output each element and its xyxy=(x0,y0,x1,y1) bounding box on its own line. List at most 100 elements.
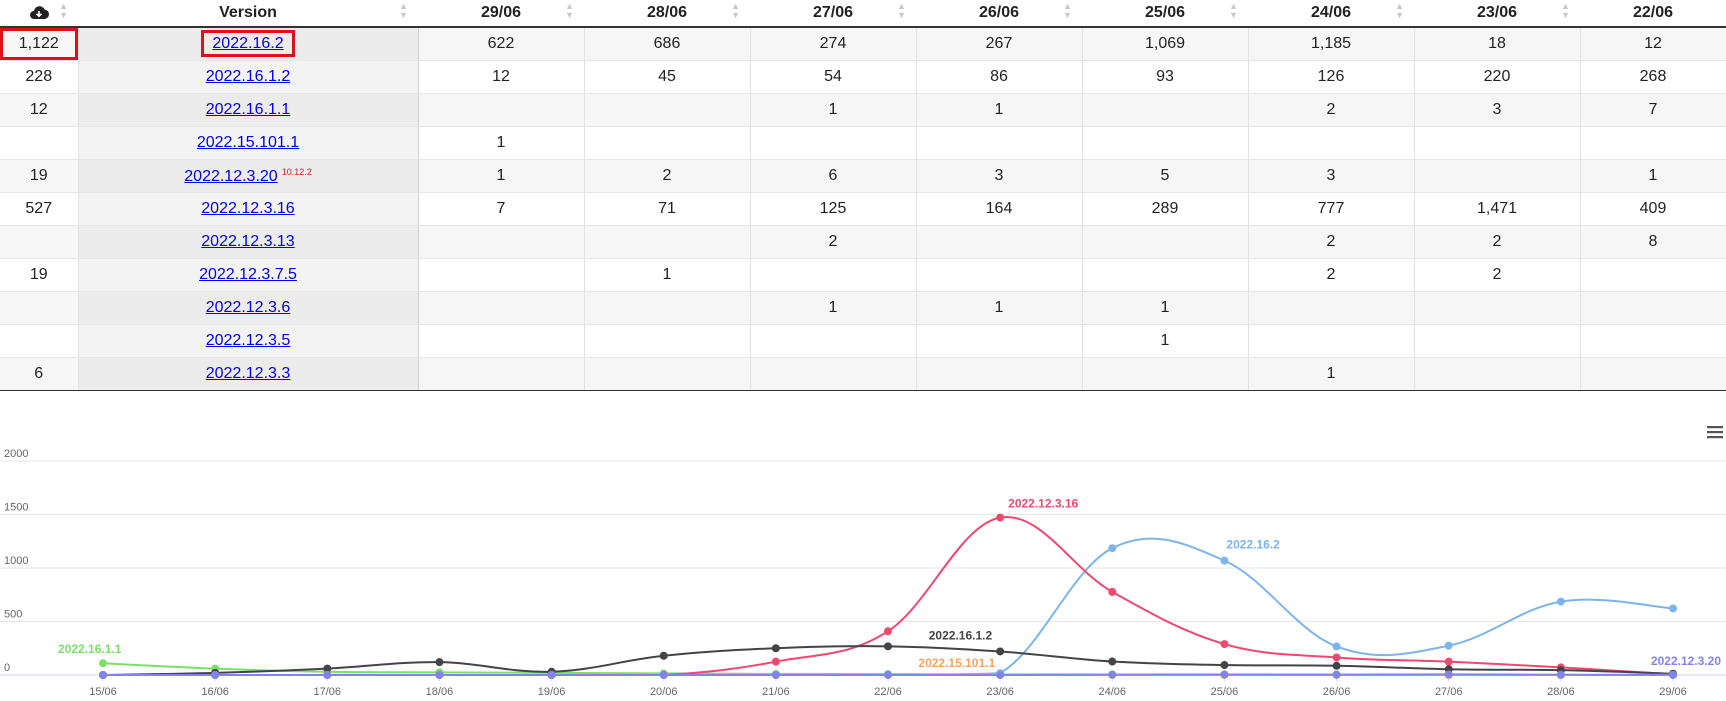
data-point xyxy=(1108,657,1117,666)
version-cell: 2022.15.101.1 xyxy=(78,126,419,160)
date-header-label: 25/06 xyxy=(1144,4,1186,21)
daily-downloads-cell xyxy=(916,324,1083,358)
data-point xyxy=(1220,661,1229,670)
daily-downloads-cell xyxy=(418,258,585,292)
date-column-header[interactable]: 23/06 ▲ ▼ xyxy=(1414,0,1580,28)
version-link[interactable]: 2022.12.3.3 xyxy=(205,365,291,382)
sort-arrows-icon[interactable]: ▲ ▼ xyxy=(897,1,906,20)
sort-arrows-icon[interactable]: ▲ ▼ xyxy=(59,1,68,20)
data-point xyxy=(1669,604,1677,613)
daily-downloads-cell xyxy=(584,324,751,358)
series-data-label: 2022.16.2 xyxy=(1226,538,1280,552)
versions-table: ▲ ▼ Version ▲ ▼ 29/06 ▲ ▼ 28/06 ▲ ▼ 27/06 ▲ ▼ 26/… xyxy=(0,0,1726,391)
daily-downloads-cell: 622 xyxy=(418,27,585,61)
sort-arrows-icon[interactable]: ▲ ▼ xyxy=(731,1,740,20)
data-point xyxy=(659,671,668,679)
total-downloads-cell: 1,122 xyxy=(0,27,79,61)
table-row: 228 2022.16.1.2 12 45 54 86 93 126 220 268 xyxy=(0,60,1726,94)
daily-downloads-cell: 1 xyxy=(584,258,751,292)
sort-arrows-icon[interactable]: ▲ ▼ xyxy=(1395,1,1404,20)
version-link[interactable]: 2022.15.101.1 xyxy=(196,134,300,151)
daily-downloads-cell: 7 xyxy=(418,192,585,226)
daily-downloads-cell: 777 xyxy=(1248,192,1415,226)
version-link[interactable]: 2022.12.3.6 xyxy=(205,299,291,316)
version-link[interactable]: 2022.12.3.20 xyxy=(184,167,278,185)
table-row: 527 2022.12.3.16 7 71 125 164 289 777 1,471 409 xyxy=(0,192,1726,226)
data-point xyxy=(771,657,780,666)
data-point xyxy=(1556,597,1565,606)
data-point xyxy=(771,671,780,679)
version-link[interactable]: 2022.12.3.7.5 xyxy=(199,266,297,283)
version-cell: 2022.12.3.3 xyxy=(78,357,419,391)
daily-downloads-cell: 8 xyxy=(1580,225,1726,259)
daily-downloads-cell xyxy=(584,357,751,391)
date-column-header[interactable]: 27/06 ▲ ▼ xyxy=(750,0,916,28)
version-link[interactable]: 2022.16.1.1 xyxy=(205,101,291,118)
x-tick-label: 24/06 xyxy=(1099,686,1127,698)
date-column-header[interactable]: 25/06 ▲ ▼ xyxy=(1082,0,1248,28)
version-cell: 2022.16.2 xyxy=(78,27,419,61)
date-column-header[interactable]: 29/06 ▲ ▼ xyxy=(418,0,584,28)
x-tick-label: 15/06 xyxy=(89,686,117,698)
version-link[interactable]: 2022.16.2 xyxy=(201,30,295,57)
y-tick-label: 0 xyxy=(4,662,10,674)
versions-table-container: ▲ ▼ Version ▲ ▼ 29/06 ▲ ▼ 28/06 ▲ ▼ 27/06 ▲ ▼ 26/… xyxy=(0,0,1726,391)
total-downloads-cell: 19 xyxy=(0,159,79,193)
version-column-header[interactable]: Version ▲ ▼ xyxy=(78,0,418,28)
daily-downloads-cell: 1 xyxy=(418,159,585,193)
date-column-header[interactable]: 26/06 ▲ ▼ xyxy=(916,0,1082,28)
date-column-header[interactable]: 24/06 ▲ ▼ xyxy=(1248,0,1414,28)
daily-downloads-cell: 126 xyxy=(1248,60,1415,94)
downloads-column-header[interactable]: ▲ ▼ xyxy=(0,0,78,28)
daily-downloads-cell: 289 xyxy=(1082,192,1249,226)
sort-arrows-icon[interactable]: ▲ ▼ xyxy=(1561,1,1570,20)
y-tick-label: 2000 xyxy=(4,448,28,460)
data-point xyxy=(1444,641,1453,650)
data-point xyxy=(884,642,892,651)
x-tick-label: 17/06 xyxy=(314,686,342,698)
date-column-header[interactable]: 22/06 xyxy=(1580,0,1726,28)
date-header-label: 23/06 xyxy=(1476,4,1518,21)
daily-downloads-cell xyxy=(750,357,917,391)
date-column-header[interactable]: 28/06 ▲ ▼ xyxy=(584,0,750,28)
total-downloads-cell xyxy=(0,291,79,325)
date-header-label: 29/06 xyxy=(480,4,522,21)
data-point xyxy=(435,671,444,679)
daily-downloads-cell xyxy=(1082,225,1249,259)
sort-arrows-icon[interactable]: ▲ ▼ xyxy=(565,1,574,20)
total-downloads-cell: 19 xyxy=(0,258,79,292)
daily-downloads-cell xyxy=(1580,258,1726,292)
sort-arrows-icon[interactable]: ▲ ▼ xyxy=(1229,1,1238,20)
chart-menu-button[interactable] xyxy=(1706,425,1724,439)
date-header-label: 28/06 xyxy=(646,4,688,21)
version-link[interactable]: 2022.12.3.5 xyxy=(205,332,291,349)
version-cell: 2022.16.1.2 xyxy=(78,60,419,94)
version-cell: 2022.12.3.13 xyxy=(78,225,419,259)
version-header-label: Version xyxy=(219,4,277,21)
daily-downloads-cell xyxy=(1082,126,1249,160)
series-data-label: 2022.12.3.16 xyxy=(1008,497,1078,511)
data-point xyxy=(1444,657,1453,666)
version-link[interactable]: 2022.12.3.13 xyxy=(201,233,295,250)
daily-downloads-cell xyxy=(1248,291,1415,325)
daily-downloads-cell xyxy=(418,291,585,325)
data-point xyxy=(996,513,1005,522)
table-row: 19 2022.12.3.7.5 1 2 2 xyxy=(0,258,1726,292)
daily-downloads-cell: 686 xyxy=(584,27,751,61)
daily-downloads-cell xyxy=(584,93,751,127)
sort-arrows-icon[interactable]: ▲ ▼ xyxy=(399,1,408,20)
version-link[interactable]: 2022.12.3.16 xyxy=(201,200,295,217)
daily-downloads-cell xyxy=(1414,159,1581,193)
data-point xyxy=(1108,587,1117,596)
sort-arrows-icon[interactable]: ▲ ▼ xyxy=(1063,1,1072,20)
version-cell: 2022.12.3.20 10.12.2 xyxy=(78,159,419,193)
daily-downloads-cell: 2 xyxy=(1248,258,1415,292)
version-cell: 2022.12.3.6 xyxy=(78,291,419,325)
version-tag: 10.12.2 xyxy=(281,166,312,177)
data-point xyxy=(323,671,332,679)
daily-downloads-cell: 268 xyxy=(1580,60,1726,94)
x-tick-label: 20/06 xyxy=(650,686,678,698)
version-link[interactable]: 2022.16.1.2 xyxy=(205,68,291,85)
daily-downloads-cell xyxy=(418,357,585,391)
x-tick-label: 22/06 xyxy=(874,686,902,698)
